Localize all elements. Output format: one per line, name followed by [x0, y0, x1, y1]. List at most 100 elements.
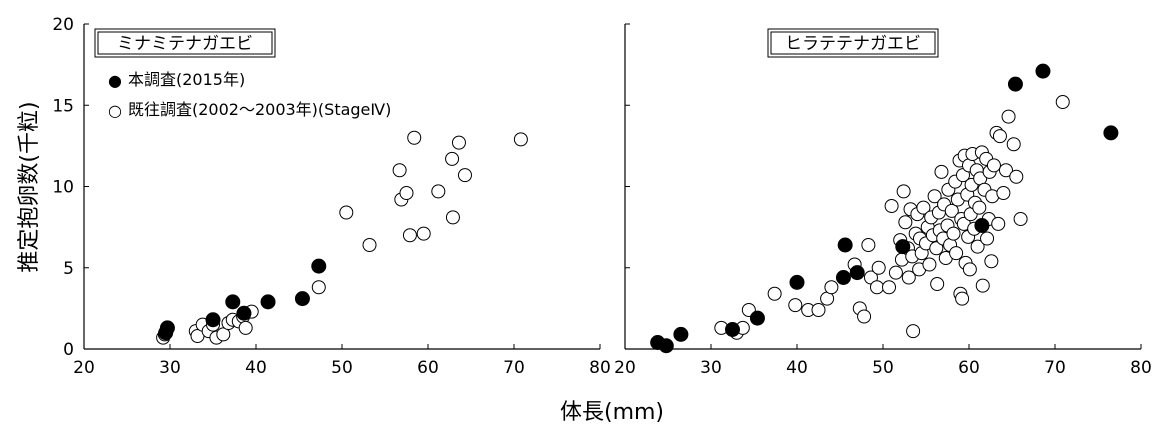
- left-x-tick-label: 30: [159, 358, 181, 378]
- right-point-past: [972, 200, 987, 215]
- right-point-2015: [725, 322, 740, 337]
- left-y-tick-label: 20: [52, 15, 74, 35]
- right-point-2015: [1103, 125, 1119, 141]
- left-point-past: [407, 130, 422, 145]
- legend-item-filled-symbol: ●: [108, 71, 122, 90]
- right-title-box: ヒラテテナガエビ: [767, 28, 939, 58]
- right-point-past: [930, 277, 945, 291]
- right-point-2015: [789, 274, 805, 290]
- right-point-past: [916, 200, 931, 215]
- legend-item-filled-label: 本調査(2015年): [128, 70, 245, 89]
- right-point-2015: [658, 338, 674, 354]
- right-ticks: 20 30 40 50 60 70 80: [614, 23, 1152, 378]
- left-point-2015: [311, 258, 327, 274]
- right-point-past: [1001, 109, 1016, 124]
- right-point-past: [861, 238, 876, 252]
- panel-right: 20 30 40 50 60 70 80 ヒラテテナガエビ: [614, 23, 1152, 378]
- left-x-tick-label: 70: [503, 358, 525, 378]
- left-point-past: [431, 184, 446, 199]
- legend: ● 本調査(2015年) ○ 既往調査(2002～2003年)(StageⅣ): [108, 70, 391, 120]
- right-point-2015: [835, 270, 851, 285]
- right-point-past: [992, 129, 1007, 144]
- right-point-past: [906, 324, 921, 339]
- right-point-past: [1013, 212, 1028, 226]
- legend-item-open-label: 既往調査(2002～2003年)(StageⅣ): [128, 100, 391, 119]
- right-point-past: [1009, 169, 1024, 184]
- right-x-tick-label: 20: [614, 358, 636, 378]
- left-point-past: [513, 132, 528, 147]
- right-point-past: [898, 215, 913, 230]
- right-x-tick-label: 80: [1130, 358, 1152, 378]
- left-point-past: [392, 163, 407, 178]
- right-point-past: [975, 278, 990, 293]
- x-axis-title: 体長(mm): [560, 400, 664, 424]
- left-y-tick-label: 10: [52, 178, 74, 198]
- left-panel-title: ミナミテナガエビ: [117, 34, 253, 54]
- right-point-past: [984, 254, 999, 269]
- right-point-2015: [974, 218, 990, 233]
- right-point-past: [896, 184, 911, 199]
- right-x-tick-label: 30: [700, 358, 722, 378]
- left-point-past: [362, 238, 377, 252]
- right-point-past: [998, 163, 1013, 178]
- right-point-2015: [673, 326, 689, 342]
- right-point-past: [922, 257, 937, 272]
- left-y-tick-label: 5: [63, 259, 74, 279]
- left-title-box: ミナミテナガエビ: [94, 28, 276, 58]
- left-point-past: [402, 228, 417, 243]
- left-point-past: [399, 186, 414, 200]
- left-point-2015: [225, 294, 241, 310]
- right-point-past: [888, 265, 903, 280]
- right-point-2015: [749, 310, 765, 326]
- right-point-past: [767, 286, 782, 301]
- left-point-past: [445, 151, 460, 166]
- right-point-past: [1006, 137, 1021, 152]
- right-point-past: [934, 164, 949, 179]
- left-point-past: [445, 210, 460, 225]
- left-point-2015: [159, 320, 175, 336]
- right-point-past: [884, 199, 899, 213]
- right-point-past: [871, 260, 886, 275]
- right-point-past: [901, 270, 916, 285]
- y-axis-title: 推定抱卵数(千粒): [17, 101, 42, 272]
- right-point-past: [986, 158, 1001, 173]
- left-x-tick-label: 50: [331, 358, 353, 378]
- left-point-2015: [260, 294, 276, 310]
- right-point-past: [980, 231, 995, 246]
- left-point-past: [339, 205, 354, 220]
- left-point-past: [416, 226, 431, 241]
- legend-item-open-symbol: ○: [108, 101, 122, 120]
- left-y-tick-label: 15: [52, 96, 74, 116]
- left-y-tick-label: 0: [63, 340, 74, 360]
- left-point-past: [457, 168, 472, 183]
- right-x-tick-label: 40: [786, 358, 808, 378]
- right-point-past: [946, 226, 961, 241]
- left-plot-area: [156, 130, 528, 345]
- panel-left: 20 30 40 50 60 70 80 0 5 10 15 20 ミナミテナガエビ ● 本調査(20…: [52, 15, 610, 378]
- left-point-past: [451, 135, 466, 150]
- right-x-tick-label: 70: [1044, 358, 1066, 378]
- left-x-tick-label: 80: [589, 358, 611, 378]
- right-point-past: [929, 241, 944, 256]
- right-point-2015: [1035, 63, 1051, 79]
- right-x-tick-label: 50: [872, 358, 894, 378]
- right-panel-title: ヒラテテナガエビ: [785, 34, 921, 54]
- right-point-past: [869, 280, 884, 295]
- right-point-past: [824, 280, 839, 295]
- left-point-2015: [205, 312, 221, 328]
- left-point-past: [311, 280, 326, 295]
- left-point-2015: [236, 305, 252, 321]
- right-point-past: [996, 186, 1011, 200]
- right-point-past: [882, 280, 897, 295]
- right-point-past: [1055, 95, 1070, 109]
- right-point-past: [970, 239, 985, 254]
- right-point-past: [949, 246, 964, 261]
- right-point-2015: [837, 237, 853, 253]
- left-x-tick-label: 20: [73, 358, 95, 378]
- right-point-past: [944, 203, 959, 218]
- right-point-past: [955, 291, 970, 306]
- left-point-2015: [294, 291, 310, 307]
- right-point-2015: [1007, 76, 1023, 92]
- right-point-past: [811, 303, 826, 317]
